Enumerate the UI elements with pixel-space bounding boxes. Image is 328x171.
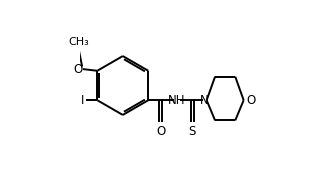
Text: I: I [80, 94, 84, 107]
Text: O: O [73, 63, 82, 76]
Text: N: N [200, 94, 209, 107]
Text: S: S [188, 125, 196, 138]
Text: CH₃: CH₃ [69, 37, 89, 47]
Text: O: O [247, 94, 256, 107]
Text: NH: NH [168, 94, 186, 107]
Text: O: O [156, 125, 166, 138]
